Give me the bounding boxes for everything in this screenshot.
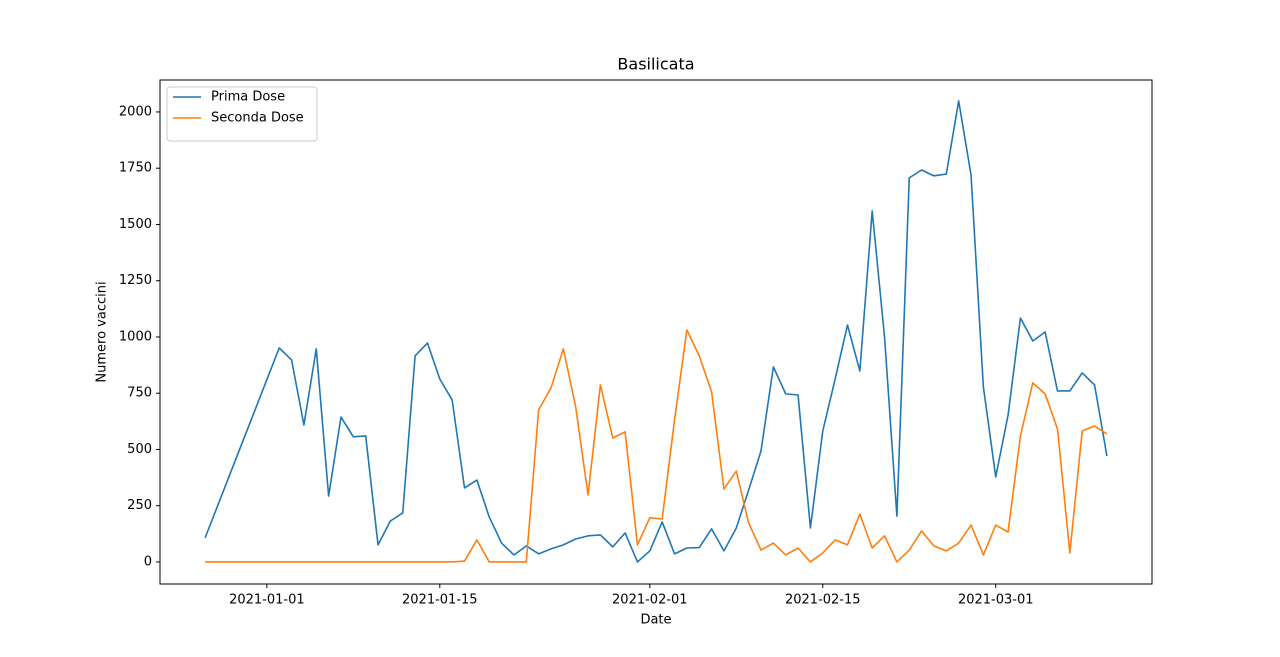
- y-tick-label: 1500: [119, 217, 152, 232]
- legend: Prima Dose Seconda Dose: [166, 86, 318, 142]
- data-line: [205, 329, 1108, 563]
- x-tick-label: 2021-01-15: [402, 593, 478, 608]
- y-tick-label: 1000: [119, 329, 152, 344]
- x-tick-label: 2021-02-15: [785, 593, 861, 608]
- y-tick-label: 500: [127, 442, 152, 457]
- plot-frame: [159, 79, 1153, 585]
- y-tick-label: 2000: [119, 104, 152, 119]
- legend-label: Prima Dose: [211, 90, 285, 105]
- y-tick-label: 750: [127, 386, 152, 401]
- data-line: [204, 100, 1108, 563]
- y-tick-label: 250: [127, 498, 152, 513]
- x-tick-label: 2021-01-01: [229, 593, 305, 608]
- legend-box: [166, 86, 318, 142]
- x-axis-label: Date: [640, 613, 671, 628]
- chart-title: Basilicata: [617, 55, 694, 74]
- legend-label: Seconda Dose: [211, 111, 304, 126]
- x-tick-label: 2021-02-01: [612, 593, 688, 608]
- y-axis-label: Numero vaccini: [95, 281, 110, 382]
- x-tick-label: 2021-03-01: [958, 593, 1034, 608]
- y-tick-label: 1750: [119, 161, 152, 176]
- y-tick-label: 0: [144, 554, 152, 569]
- y-tick-label: 1250: [119, 273, 152, 288]
